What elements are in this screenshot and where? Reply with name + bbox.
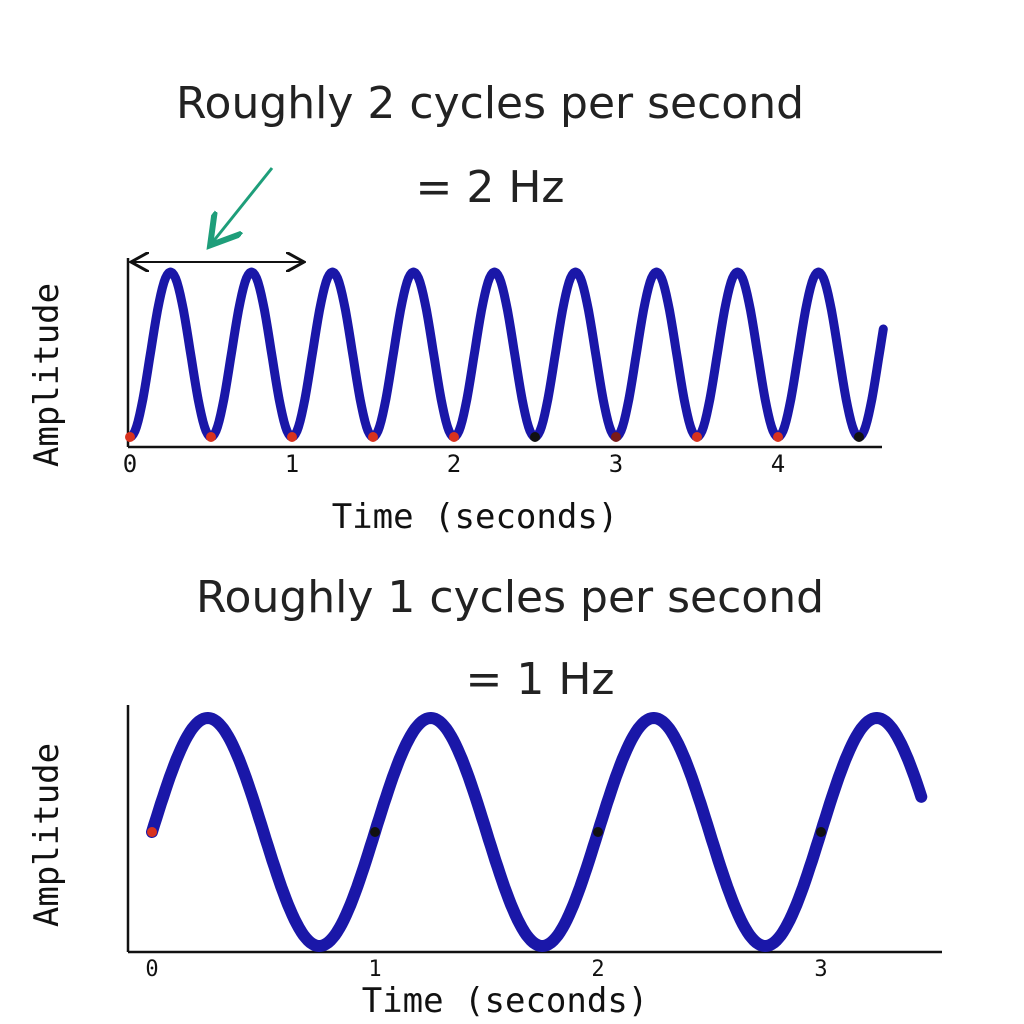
data-point-marker: [854, 432, 864, 442]
x-axis-label: Time (seconds): [362, 981, 649, 1021]
x-tick-label: 0: [123, 450, 137, 478]
data-point-marker: [125, 432, 135, 442]
x-tick-label: 4: [771, 450, 785, 478]
chart1-subtitle: = 2 Hz: [415, 162, 565, 213]
data-point-marker: [287, 432, 297, 442]
chart-2: 0 1 2 3 Time (seconds) Amplitude: [27, 705, 942, 1021]
wave-line: [146, 712, 928, 952]
pointer-arrow-icon: [212, 167, 274, 243]
x-tick-label: 1: [285, 450, 299, 478]
x-tick-label: 2: [591, 957, 604, 982]
chart2-subtitle: = 1 Hz: [465, 654, 615, 705]
data-point-marker: [147, 827, 157, 837]
data-point-marker: [816, 827, 826, 837]
chart-1: 0 1 2 3 4 Time (seconds) Amplitude: [27, 167, 888, 537]
x-axis-label: Time (seconds): [332, 497, 619, 537]
chart2-title: Roughly 1 cycles per second: [195, 572, 825, 623]
data-point-marker: [368, 432, 378, 442]
x-tick-label: 2: [447, 450, 461, 478]
wave-line: [125, 267, 888, 442]
data-point-marker: [370, 827, 380, 837]
y-axis-label: Amplitude: [27, 283, 67, 467]
data-point-marker: [593, 827, 603, 837]
y-axis-label: Amplitude: [27, 743, 67, 927]
data-point-marker: [692, 432, 702, 442]
x-tick-label: 0: [145, 957, 158, 982]
x-tick-label: 3: [609, 450, 623, 478]
x-tick-label: 1: [368, 957, 381, 982]
chart1-title: Roughly 2 cycles per second: [175, 78, 805, 129]
x-tick-label: 3: [814, 957, 827, 982]
data-point-marker: [206, 432, 216, 442]
data-point-marker: [773, 432, 783, 442]
data-point-marker: [530, 432, 540, 442]
data-point-marker: [449, 432, 459, 442]
data-point-marker: [611, 432, 621, 442]
